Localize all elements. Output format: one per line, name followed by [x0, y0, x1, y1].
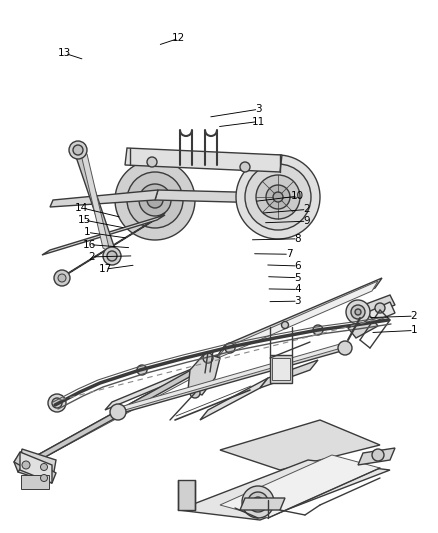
Text: 2: 2 — [88, 252, 95, 262]
Circle shape — [147, 157, 157, 167]
Circle shape — [245, 164, 311, 230]
Polygon shape — [80, 150, 110, 252]
Polygon shape — [73, 148, 118, 258]
Text: 10: 10 — [291, 191, 304, 201]
Text: 5: 5 — [294, 273, 301, 282]
Circle shape — [40, 464, 47, 471]
Text: 17: 17 — [99, 264, 112, 274]
Circle shape — [346, 300, 370, 324]
Text: 6: 6 — [294, 261, 301, 271]
Text: 2: 2 — [410, 311, 417, 321]
Circle shape — [127, 172, 183, 228]
Circle shape — [240, 162, 250, 172]
Circle shape — [203, 353, 213, 363]
Polygon shape — [18, 355, 218, 472]
Circle shape — [190, 388, 200, 398]
Circle shape — [115, 160, 195, 240]
Polygon shape — [200, 378, 268, 420]
Polygon shape — [350, 295, 395, 320]
Text: 15: 15 — [78, 215, 91, 225]
Text: 9: 9 — [303, 216, 310, 226]
Circle shape — [375, 303, 385, 313]
Polygon shape — [220, 420, 380, 470]
Circle shape — [273, 192, 283, 202]
Circle shape — [40, 474, 47, 481]
Polygon shape — [155, 190, 273, 203]
Text: 14: 14 — [75, 203, 88, 213]
Polygon shape — [218, 281, 378, 358]
Text: 16: 16 — [83, 240, 96, 249]
Circle shape — [203, 360, 213, 370]
Polygon shape — [18, 449, 56, 483]
Circle shape — [54, 270, 70, 286]
Polygon shape — [178, 460, 390, 520]
Text: 4: 4 — [294, 285, 301, 294]
Polygon shape — [218, 278, 382, 355]
Circle shape — [73, 145, 83, 155]
Circle shape — [266, 185, 290, 209]
Polygon shape — [14, 452, 25, 472]
Circle shape — [236, 155, 320, 239]
Text: 8: 8 — [294, 234, 301, 244]
Circle shape — [48, 394, 66, 412]
Circle shape — [253, 497, 263, 507]
Polygon shape — [240, 498, 285, 510]
Polygon shape — [178, 480, 195, 510]
Circle shape — [282, 321, 289, 328]
Bar — [21, 475, 49, 489]
Circle shape — [361, 311, 369, 319]
Polygon shape — [220, 455, 380, 518]
Polygon shape — [50, 190, 158, 207]
Polygon shape — [355, 302, 395, 328]
Circle shape — [139, 184, 171, 216]
Text: 1: 1 — [84, 228, 91, 237]
Circle shape — [313, 325, 323, 335]
Circle shape — [110, 404, 126, 420]
Circle shape — [242, 486, 274, 518]
Circle shape — [351, 305, 365, 319]
Polygon shape — [115, 344, 348, 415]
Polygon shape — [42, 215, 165, 255]
Text: 13: 13 — [58, 49, 71, 58]
Circle shape — [107, 251, 117, 261]
Circle shape — [22, 461, 30, 469]
Text: 7: 7 — [286, 249, 293, 259]
Polygon shape — [118, 342, 347, 412]
Circle shape — [147, 192, 163, 208]
Bar — [272, 358, 290, 380]
Polygon shape — [18, 355, 218, 472]
Circle shape — [225, 343, 235, 353]
Polygon shape — [358, 448, 395, 465]
Polygon shape — [58, 213, 165, 280]
Polygon shape — [125, 148, 282, 172]
Bar — [270, 355, 292, 383]
Polygon shape — [348, 316, 378, 338]
Polygon shape — [30, 358, 218, 465]
Polygon shape — [105, 358, 218, 410]
Polygon shape — [195, 356, 218, 370]
Circle shape — [338, 341, 352, 355]
Polygon shape — [188, 353, 220, 395]
Circle shape — [52, 398, 62, 408]
Text: 12: 12 — [172, 34, 185, 43]
Polygon shape — [14, 452, 56, 483]
Text: 1: 1 — [410, 326, 417, 335]
Circle shape — [355, 309, 361, 315]
Circle shape — [372, 449, 384, 461]
Circle shape — [256, 175, 300, 219]
Text: 2: 2 — [303, 205, 310, 214]
Text: 3: 3 — [294, 296, 301, 306]
Circle shape — [103, 247, 121, 265]
Polygon shape — [20, 452, 52, 483]
Circle shape — [58, 274, 66, 282]
Circle shape — [248, 492, 268, 512]
Circle shape — [137, 365, 147, 375]
Polygon shape — [260, 360, 318, 388]
Text: 3: 3 — [255, 104, 262, 114]
Circle shape — [69, 141, 87, 159]
Text: 11: 11 — [252, 117, 265, 126]
